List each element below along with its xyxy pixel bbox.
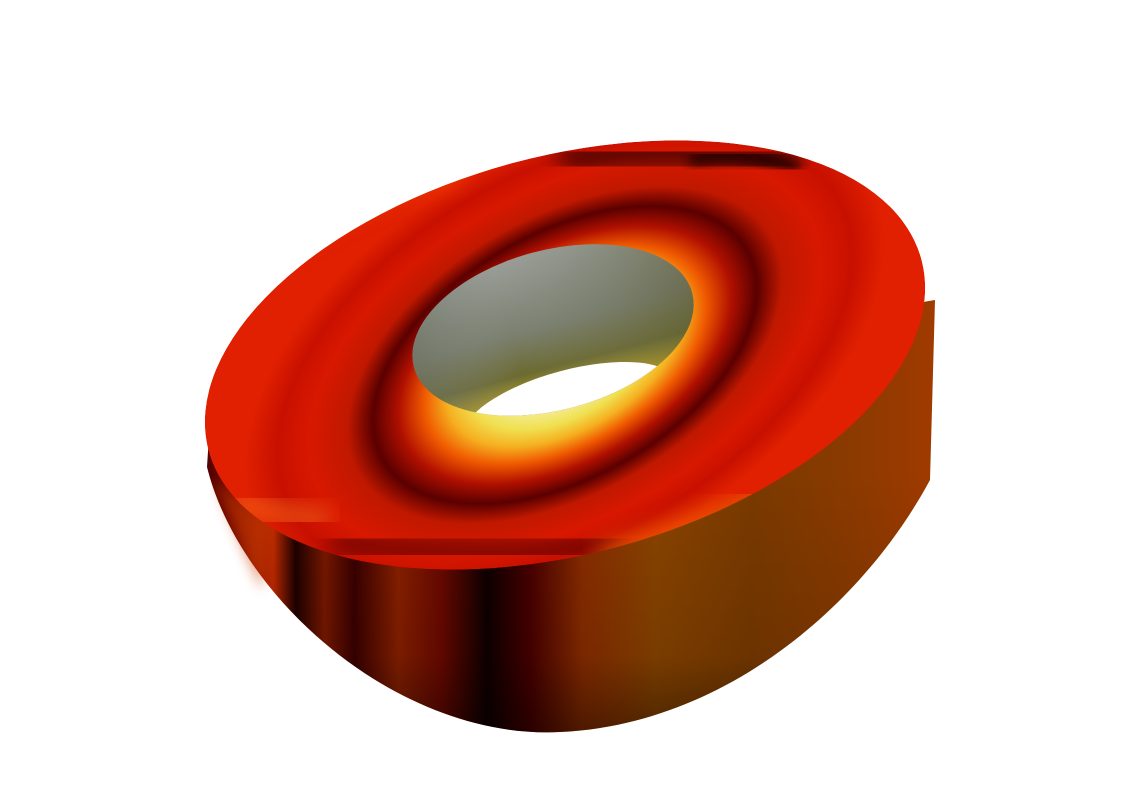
render-viewport[interactable] bbox=[0, 0, 1137, 794]
ring-render bbox=[204, 140, 935, 733]
